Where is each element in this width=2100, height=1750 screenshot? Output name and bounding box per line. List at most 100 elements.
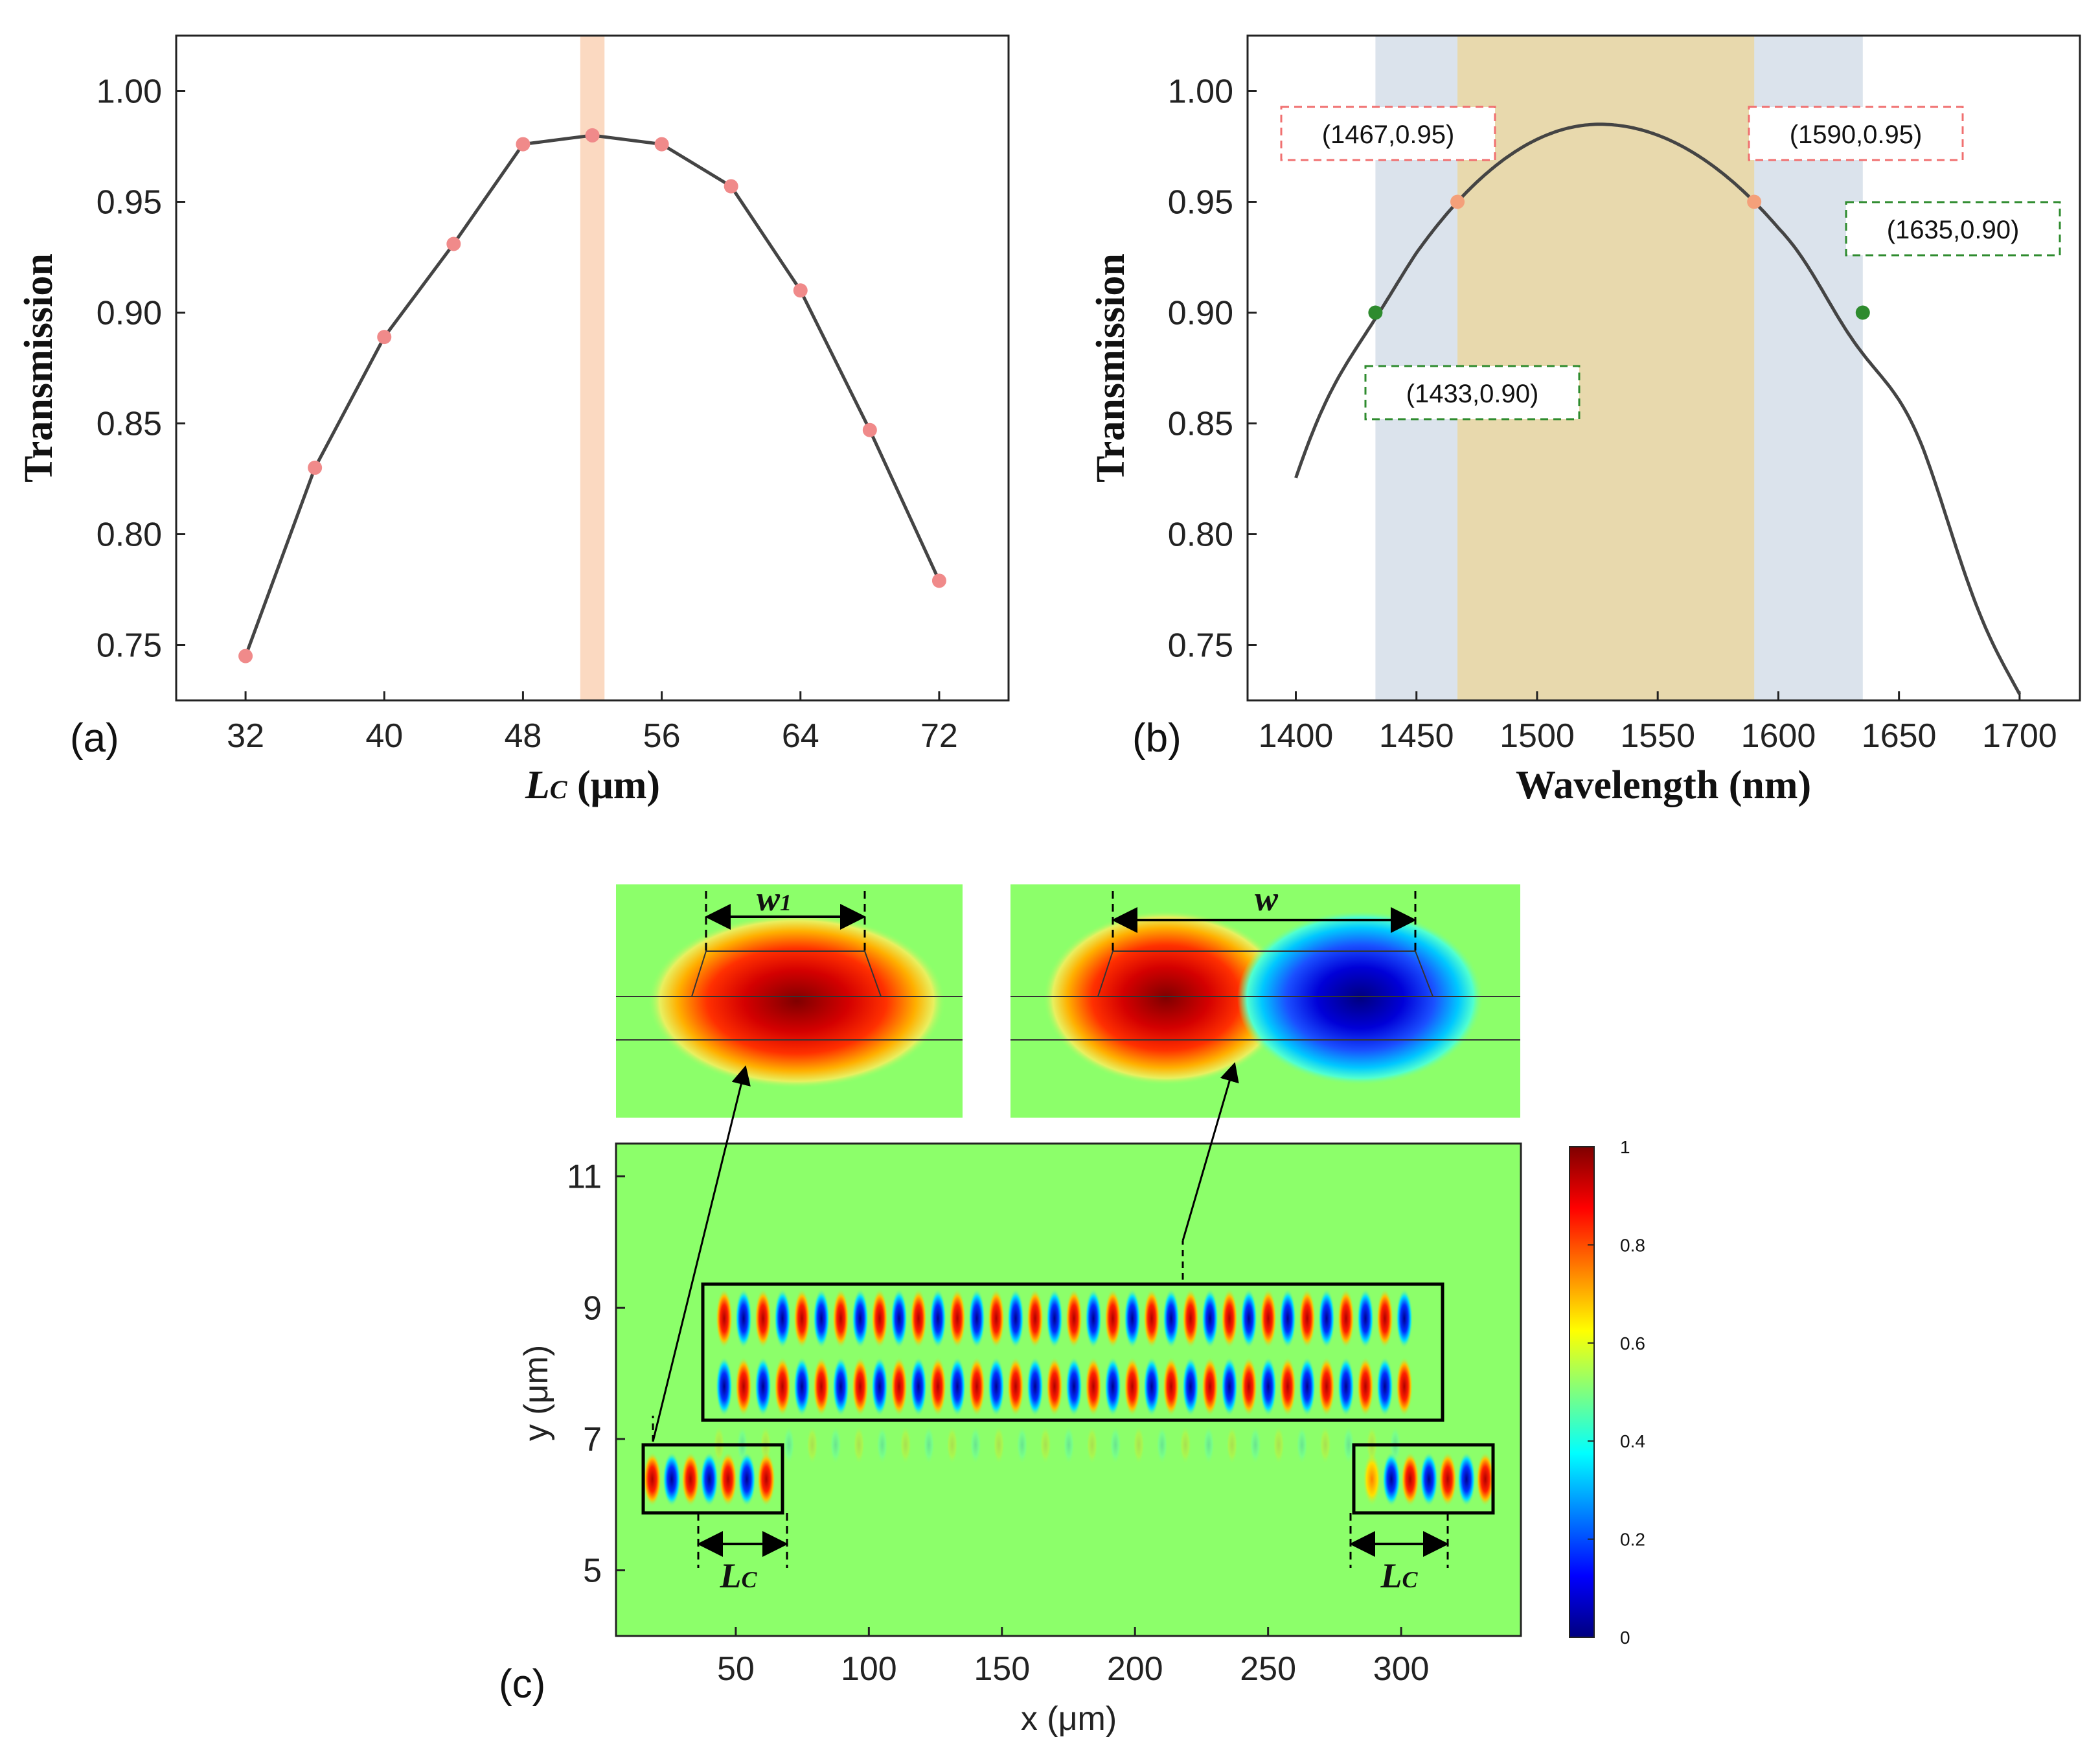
c-field-lobe <box>774 1357 791 1416</box>
c-y-tick-label: 7 <box>583 1421 602 1458</box>
arrow-to-inset-1 <box>652 1065 751 1442</box>
c-x-axis-label: x (μm) <box>1021 1700 1117 1738</box>
c-field-lobe <box>1124 1289 1141 1348</box>
c-field-lobe <box>1066 1357 1082 1416</box>
lc-left-marker: LC <box>697 1513 788 1595</box>
svg-text:LC: LC <box>1380 1556 1418 1595</box>
colorbar-tick-label: 0.8 <box>1620 1235 1645 1255</box>
c-field-lobe <box>735 1289 752 1348</box>
c-field-lobe <box>1476 1452 1494 1506</box>
c-field-lobe <box>1203 1425 1215 1464</box>
c-plot-frame <box>615 1142 1522 1637</box>
a-y-axis-label: Transmission <box>17 253 61 483</box>
c-field-lobe <box>910 1289 927 1348</box>
c-field-lobe <box>1279 1289 1296 1348</box>
colorbar-tick-label: 0 <box>1620 1628 1630 1648</box>
c-field-lobe <box>719 1452 737 1506</box>
c-field-lobe <box>793 1357 810 1416</box>
c-field-lobes <box>643 1289 1494 1506</box>
svg-text:LC: LC <box>719 1556 757 1595</box>
c-field-lobe <box>1163 1289 1180 1348</box>
c-field-lobe <box>1007 1289 1024 1348</box>
c-field-lobe <box>876 1425 888 1464</box>
c-field-lobe <box>968 1357 985 1416</box>
panel-b-chart: 1400 1450 1500 1550 1600 1650 1700 0.75 0.80 0.85… <box>1089 34 2081 807</box>
c-field-lobe <box>806 1425 818 1464</box>
a-y-tick-label: 0.75 <box>97 627 162 665</box>
c-field-lobe <box>832 1357 849 1416</box>
c-panel-label: (c) <box>499 1662 545 1707</box>
mode-inset-1: w1 <box>616 879 963 1118</box>
c-field-lobe <box>1110 1425 1121 1464</box>
c-field-lobe <box>1357 1357 1374 1416</box>
colorbar-ticks: 0 0.2 0.4 0.6 0.8 1 <box>1588 1137 1645 1648</box>
c-field-lobe <box>993 1425 1005 1464</box>
c-x-tick-label: 300 <box>1373 1650 1430 1688</box>
a-x-tick-label: 48 <box>504 717 542 755</box>
c-field-lobe <box>1124 1357 1141 1416</box>
b-points: (1467,0.95) (1590,0.95) (1433,0.90) (1635,0… <box>1280 106 2061 420</box>
c-field-lobe <box>852 1357 869 1416</box>
b-label-box <box>1280 106 1496 161</box>
c-field-lobe <box>1396 1357 1413 1416</box>
svg-text:w: w <box>1255 879 1279 918</box>
a-ticks: 32 40 48 56 64 72 0.75 0.80 0.85 0.90 0.95 1.00 <box>97 73 958 755</box>
c-field-lobe <box>1260 1357 1277 1416</box>
c-x-tick-label: 50 <box>717 1650 755 1688</box>
b-y-tick-label: 0.90 <box>1168 295 1233 332</box>
c-field-lobe <box>970 1425 981 1464</box>
b-y-tick-label: 0.75 <box>1168 627 1233 665</box>
c-y-tick-label: 11 <box>567 1158 602 1196</box>
c-field-lobe <box>1357 1289 1374 1348</box>
a-highlight-band <box>580 36 605 700</box>
colorbar <box>1569 1146 1595 1638</box>
a-markers <box>238 128 946 663</box>
c-field-lobe <box>1457 1452 1476 1506</box>
c-field-lobe <box>783 1425 795 1464</box>
c-field-lobe <box>1296 1425 1308 1464</box>
c-field-lobe <box>946 1425 958 1464</box>
a-data-point <box>793 283 808 298</box>
b-ticks: 1400 1450 1500 1550 1600 1650 1700 0.75 0.80 0.85… <box>1168 73 2057 755</box>
b-point-label: (1467,0.95) <box>1322 121 1455 149</box>
c-field-lobe <box>793 1289 810 1348</box>
c-field-lobe <box>1226 1425 1238 1464</box>
c-field-lobe <box>735 1357 752 1416</box>
c-field-lobe <box>1016 1425 1028 1464</box>
c-field-lobe <box>1180 1425 1191 1464</box>
c-field-lobe <box>1318 1289 1335 1348</box>
c-field-lobe <box>1299 1289 1316 1348</box>
b-marked-point <box>1450 194 1465 209</box>
c-field-lobe <box>1376 1289 1393 1348</box>
b-marked-point <box>1368 305 1383 320</box>
c-input-waveguide <box>641 1443 784 1515</box>
c-field-lobe <box>1085 1289 1102 1348</box>
a-data-point <box>238 649 253 663</box>
a-panel-label: (a) <box>70 716 119 761</box>
b-plot-frame <box>1246 34 2081 702</box>
b-point-label: (1635,0.90) <box>1887 216 2020 244</box>
b-y-axis-label: Transmission <box>1089 253 1133 483</box>
c-field-lobe <box>1343 1425 1354 1464</box>
a-x-tick-label: 40 <box>365 717 403 755</box>
c-field-lobe <box>871 1357 888 1416</box>
c-field-lobe <box>1401 1452 1419 1506</box>
c-field-lobe <box>1143 1289 1160 1348</box>
c-field-lobe <box>1085 1357 1102 1416</box>
c-field-lobe <box>1279 1357 1296 1416</box>
b-x-tick-label: 1700 <box>1982 717 2057 755</box>
c-field-lobe <box>1273 1425 1284 1464</box>
a-y-tick-label: 0.85 <box>97 406 162 443</box>
c-field-lobe <box>988 1357 1005 1416</box>
a-x-axis-label: LC (μm) <box>525 763 660 807</box>
c-field-lobe <box>1046 1357 1063 1416</box>
b-point-label: (1590,0.95) <box>1790 121 1923 149</box>
c-field-lobe <box>774 1289 791 1348</box>
c-center-waveguide <box>701 1282 1444 1422</box>
b-x-tick-label: 1500 <box>1500 717 1575 755</box>
a-data-point <box>724 179 738 194</box>
b-y-tick-label: 0.80 <box>1168 516 1233 554</box>
b-label-box <box>1748 106 1964 161</box>
mode-inset-2: w <box>1010 879 1520 1118</box>
c-field-lobe <box>968 1289 985 1348</box>
